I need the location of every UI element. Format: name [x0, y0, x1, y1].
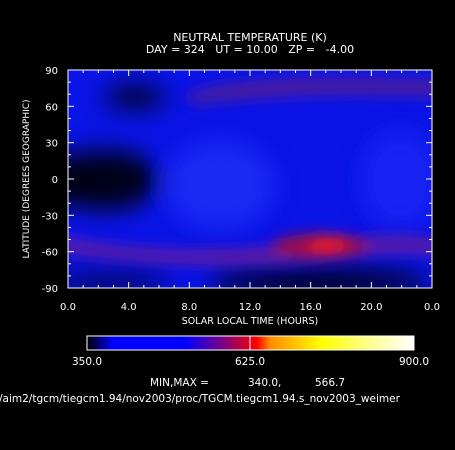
y-tick-label: 90	[45, 66, 58, 77]
dark-region	[210, 269, 430, 288]
colorbar-mid-label: 625.0	[235, 356, 265, 368]
x-tick-label: 8.0	[181, 302, 197, 313]
y-tick-label: 30	[45, 139, 58, 150]
chart-subtitle: DAY = 324 UT = 10.00 ZP = -4.00	[146, 43, 354, 56]
dark-region	[68, 150, 160, 210]
y-axis: -90 -60 -30 0 30 60 90	[42, 66, 432, 295]
x-tick-label: 20.0	[360, 302, 382, 313]
dark-region	[68, 153, 85, 207]
chart-title: NEUTRAL TEMPERATURE (K)	[173, 31, 327, 44]
y-tick-label: -90	[42, 284, 58, 295]
light-region	[360, 130, 432, 230]
x-axis: 0.0 4.0 8.0 12.0 16.0 20.0 0.0	[60, 70, 440, 313]
colorbar-max-label: 900.0	[399, 356, 429, 368]
northern-band	[185, 78, 432, 104]
x-tick-label: 0.0	[424, 302, 440, 313]
y-tick-label: -60	[42, 248, 58, 259]
y-tick-label: 0	[52, 175, 58, 186]
file-path: /aim2/tgcm/tiegcm1.94/nov2003/proc/TGCM.…	[0, 393, 401, 405]
x-tick-label: 0.0	[60, 302, 76, 313]
minmax-max: 566.7	[315, 377, 345, 389]
southern-hot-spot	[308, 239, 348, 251]
y-tick-label: -30	[42, 211, 58, 222]
x-tick-label: 4.0	[121, 302, 137, 313]
colorbar-min-label: 350.0	[72, 356, 102, 368]
y-axis-label: LATITUDE (DEGREES GEOGRAPHIC)	[22, 99, 32, 258]
x-tick-label: 16.0	[300, 302, 322, 313]
y-tick-label: 60	[45, 102, 58, 113]
minmax-min: 340.0,	[248, 377, 281, 389]
x-tick-label: 12.0	[239, 302, 261, 313]
dark-region	[105, 85, 165, 109]
light-region	[165, 140, 275, 230]
x-axis-label: SOLAR LOCAL TIME (HOURS)	[182, 316, 318, 327]
heatmap-field	[68, 70, 432, 288]
minmax-label: MIN,MAX =	[150, 377, 209, 389]
dark-region	[68, 273, 170, 288]
